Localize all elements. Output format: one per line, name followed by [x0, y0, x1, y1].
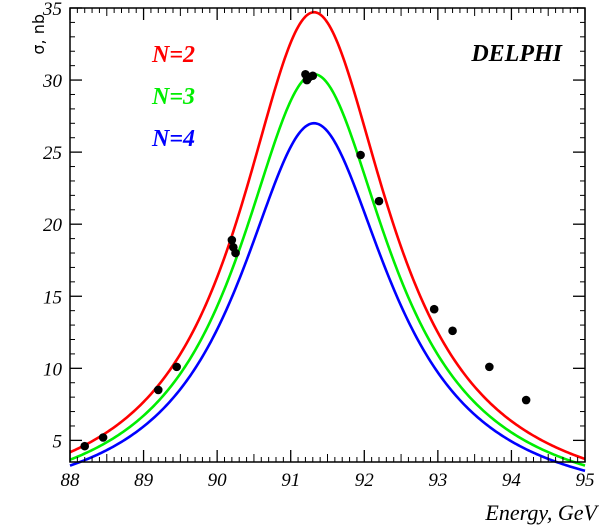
- plot-frame: [69, 7, 586, 463]
- x-tick-label: 94: [502, 470, 522, 491]
- delphi-annotation: DELPHI: [470, 41, 563, 67]
- data-point: [227, 235, 237, 245]
- y-tick-label: 20: [43, 215, 63, 236]
- x-tick-label: 95: [576, 470, 595, 491]
- data-points: [80, 69, 531, 451]
- y-tick-label: 5: [53, 431, 63, 452]
- legend-entry-n4: N=4: [151, 126, 195, 152]
- data-point: [448, 326, 457, 336]
- x-axis-label: Energy, GeV: [484, 500, 599, 525]
- x-tick-label: 91: [281, 470, 300, 491]
- data-point: [172, 362, 181, 372]
- legend-entry-n3: N=3: [151, 84, 195, 110]
- x-tick-label: 93: [428, 470, 447, 491]
- tick-labels: 88 89 90 91 92 93 94 95 5 10 15 20 25 30 35: [42, 0, 595, 491]
- data-point: [485, 362, 494, 372]
- data-point: [308, 71, 318, 81]
- data-point: [98, 433, 108, 442]
- series-curves: [69, 10, 586, 473]
- x-tick-label: 92: [355, 470, 375, 491]
- data-point: [356, 150, 365, 160]
- curve-n2: [69, 10, 586, 461]
- x-tick-label: 89: [134, 470, 154, 491]
- axes: [69, 7, 586, 463]
- y-tick-label: 15: [43, 287, 62, 308]
- x-tick-label: 88: [61, 470, 81, 491]
- legend-entry-n2: N=2: [151, 42, 195, 68]
- curve-n4: [69, 121, 586, 473]
- y-axis-label: σ, nb: [29, 14, 48, 55]
- y-tick-label: 10: [43, 359, 63, 380]
- legend: N=2 N=3 N=4: [151, 42, 195, 152]
- y-tick-label: 25: [43, 143, 62, 164]
- x-tick-label: 90: [208, 470, 228, 491]
- data-point: [429, 304, 439, 314]
- data-point: [153, 385, 163, 395]
- y-tick-label: 30: [42, 71, 63, 92]
- data-point: [80, 441, 90, 451]
- data-point: [231, 248, 240, 258]
- curve-n3: [69, 72, 586, 467]
- data-point: [521, 395, 531, 405]
- y-tick-label: 35: [42, 0, 62, 20]
- data-point: [374, 196, 384, 206]
